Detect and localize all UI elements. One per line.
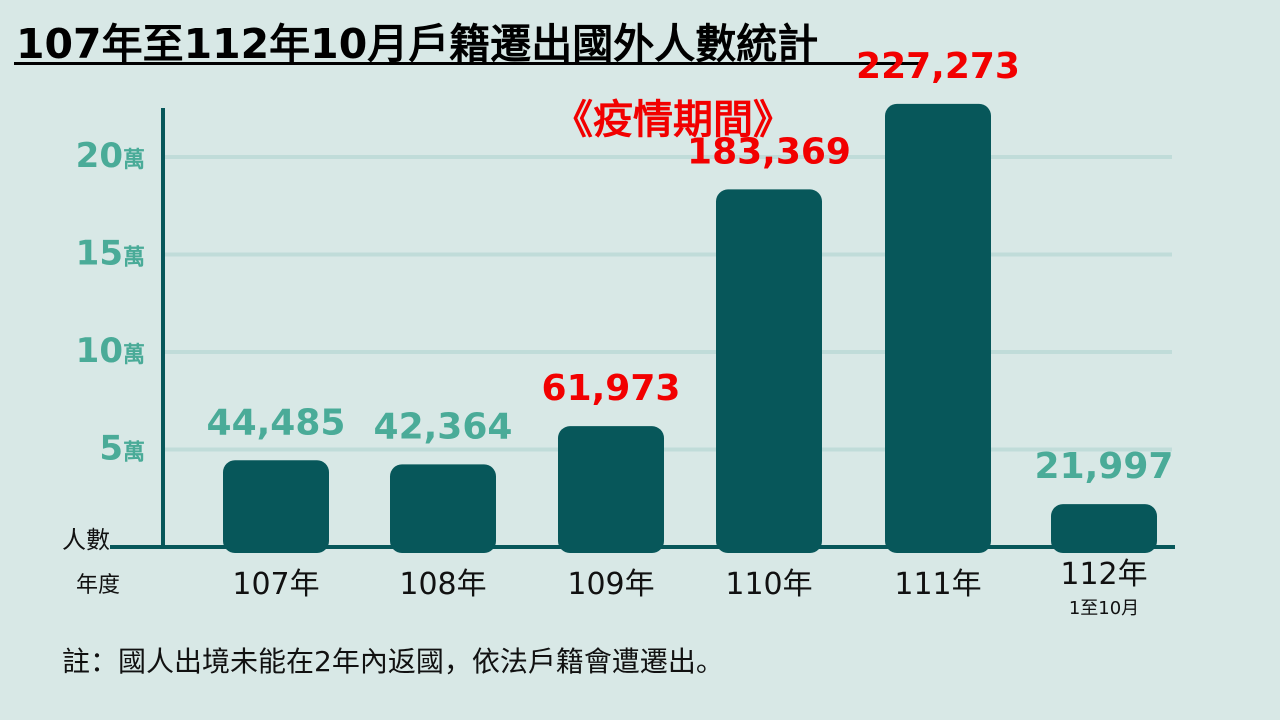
bar-109年 (558, 426, 664, 553)
x-tick-label-112年: 112年 (1060, 557, 1147, 592)
gridlines (165, 155, 1172, 452)
bars (223, 103, 1157, 553)
y-tick-label-5: 5萬 (99, 429, 145, 469)
data-label-109年: 61,973 (542, 368, 681, 409)
y-axis-ticks: 5萬 10萬 15萬 20萬 (76, 136, 145, 469)
x-tick-sublabel-112年: 1至10月 (1069, 598, 1139, 619)
x-tick-label-107年: 107年 (232, 567, 319, 602)
x-axis-labels: 107年 108年 109年 110年 111年 112年 1至10月 (232, 557, 1147, 619)
title-underline (14, 62, 922, 65)
data-labels: 44,485 42,364 61,973 183,369 227,273 21,997 (207, 46, 1174, 487)
footnote: 註：國人出境未能在2年內返國，依法戶籍會遭遷出。 (62, 645, 724, 678)
x-tick-label-111年: 111年 (894, 567, 981, 602)
bar-112年 (1051, 504, 1157, 553)
y-axis-title: 人數 (62, 526, 110, 554)
x-tick-label-110年: 110年 (725, 567, 812, 602)
annotation-pandemic-period: 《疫情期間》 (553, 97, 793, 143)
bar-108年 (390, 464, 496, 553)
data-label-112年: 21,997 (1035, 446, 1174, 487)
y-tick-label-15: 15萬 (76, 234, 145, 274)
data-label-111年: 227,273 (856, 46, 1020, 87)
page-title: 107年至112年10月戶籍遷出國外人數統計 (16, 20, 819, 68)
x-axis-title: 年度 (76, 573, 120, 598)
data-label-107年: 44,485 (207, 402, 346, 443)
bar-111年 (885, 103, 991, 553)
data-label-108年: 42,364 (374, 406, 513, 447)
bar-110年 (716, 189, 822, 553)
x-tick-label-109年: 109年 (567, 567, 654, 602)
y-tick-label-20: 20萬 (76, 136, 145, 176)
bar-107年 (223, 460, 329, 553)
x-tick-label-108年: 108年 (399, 567, 486, 602)
y-tick-label-10: 10萬 (76, 331, 145, 371)
data-label-110年: 183,369 (687, 131, 851, 172)
